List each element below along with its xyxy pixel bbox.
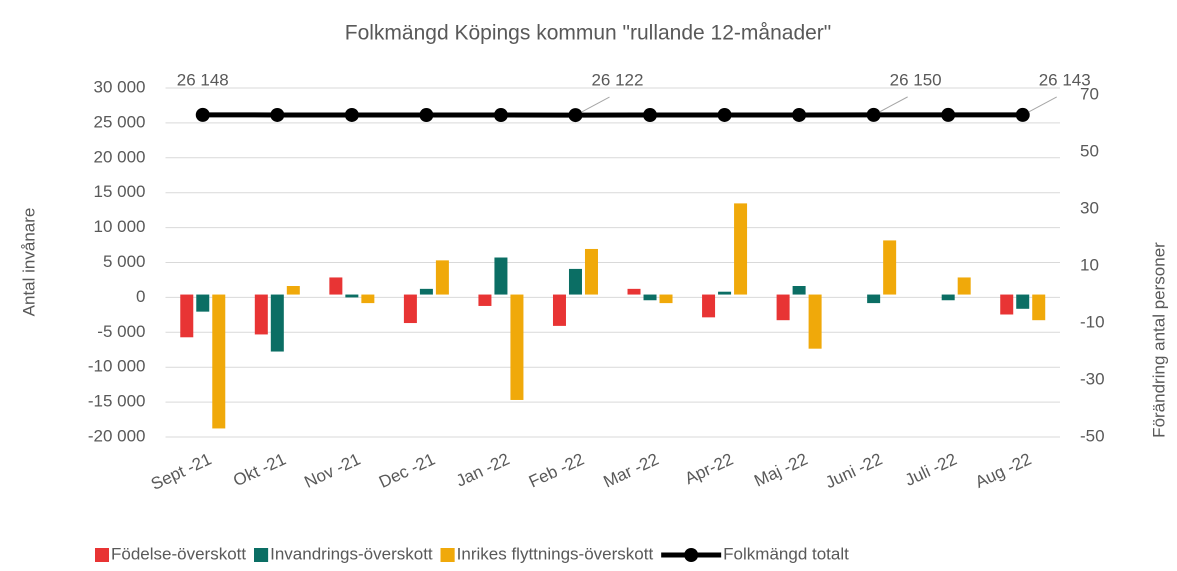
- bar: [702, 294, 716, 318]
- bar: [510, 294, 524, 400]
- legend-label: Födelse-överskott: [111, 544, 246, 563]
- bar: [627, 288, 641, 295]
- data-label: 26 122: [591, 71, 643, 90]
- bar: [345, 294, 359, 298]
- bar: [552, 294, 566, 326]
- line-point: [270, 107, 285, 122]
- line-point: [568, 108, 583, 123]
- bar: [883, 240, 897, 295]
- bar: [435, 260, 449, 295]
- bar: [792, 286, 806, 295]
- bar: [957, 277, 971, 295]
- line-point: [792, 107, 807, 122]
- legend-label: Invandrings-överskott: [270, 544, 433, 563]
- y-tick-label: 15 000: [94, 182, 146, 201]
- bar: [180, 294, 194, 338]
- data-label: 26 143: [1039, 70, 1091, 89]
- y-tick-label: -15 000: [88, 392, 146, 411]
- legend-swatch: [95, 548, 109, 562]
- bar: [494, 257, 508, 295]
- line-point: [344, 107, 359, 122]
- x-tick-label: Aug -22: [972, 449, 1034, 491]
- y2-tick-label: 10: [1080, 256, 1099, 275]
- bar: [478, 294, 492, 306]
- bar: [808, 294, 822, 349]
- y-tick-label: -20 000: [88, 426, 146, 445]
- bar: [643, 294, 657, 301]
- x-tick-label: Sept -21: [148, 449, 214, 493]
- bar: [1016, 294, 1030, 309]
- x-tick-label: Mar -22: [600, 449, 661, 491]
- leader-line: [1028, 96, 1057, 113]
- line-point: [493, 108, 508, 123]
- line-point: [941, 107, 956, 122]
- line-point: [1015, 107, 1030, 122]
- bar: [361, 294, 375, 304]
- y-tick-label: 25 000: [94, 112, 146, 131]
- x-tick-label: Dec -21: [376, 449, 438, 491]
- y-tick-label: 0: [136, 287, 145, 306]
- bar: [1000, 294, 1014, 315]
- y2-tick-label: 50: [1080, 142, 1099, 161]
- bar: [196, 294, 210, 312]
- legend-swatch: [440, 548, 455, 562]
- x-tick-label: Juli -22: [902, 449, 960, 489]
- bar: [776, 294, 790, 321]
- y-axis-label: Antal invånare: [19, 208, 38, 317]
- bar: [867, 294, 881, 304]
- y2-tick-label: 70: [1080, 85, 1099, 104]
- line-point: [419, 108, 434, 123]
- bar: [212, 294, 226, 429]
- bar: [584, 248, 598, 295]
- y2-axis-label: Förändring antal personer: [1149, 242, 1168, 438]
- x-tick-label: Juni -22: [822, 449, 885, 492]
- y2-tick-label: -50: [1080, 426, 1105, 445]
- line-point: [643, 108, 658, 123]
- bar: [286, 286, 300, 295]
- y2-tick-label: 30: [1080, 199, 1099, 218]
- bar: [718, 291, 732, 295]
- bar: [941, 294, 955, 301]
- line-point: [717, 107, 732, 122]
- bar: [329, 277, 343, 295]
- bar: [659, 294, 673, 304]
- y-tick-label: 10 000: [94, 217, 146, 236]
- y-tick-label: 5 000: [103, 252, 146, 271]
- y-tick-label: -5 000: [97, 322, 145, 341]
- legend-swatch: [254, 548, 269, 562]
- leader-line: [879, 96, 908, 113]
- y2-tick-label: -30: [1080, 370, 1105, 389]
- bar: [568, 268, 582, 295]
- x-tick-label: Maj -22: [751, 449, 810, 490]
- x-tick-label: Jan -22: [453, 449, 512, 490]
- bar: [1032, 294, 1046, 321]
- y-tick-label: 20 000: [94, 147, 146, 166]
- y2-tick-label: -10: [1080, 313, 1105, 332]
- x-tick-label: Feb -22: [526, 449, 587, 491]
- x-tick-label: Apr-22: [682, 449, 736, 488]
- data-label: 26 150: [890, 70, 942, 89]
- y-tick-label: -10 000: [88, 357, 146, 376]
- bar: [270, 294, 284, 352]
- bar: [403, 294, 417, 324]
- leader-line: [581, 96, 610, 113]
- x-tick-label: Okt -21: [230, 449, 289, 490]
- y-tick-label: 30 000: [94, 77, 146, 96]
- bar: [254, 294, 268, 335]
- line-point: [866, 107, 881, 122]
- chart-title: Folkmängd Köpings kommun "rullande 12-må…: [345, 22, 832, 45]
- bar: [419, 288, 433, 295]
- x-tick-label: Nov -21: [301, 449, 363, 491]
- legend-label: Folkmängd totalt: [723, 544, 849, 563]
- legend-swatch: [684, 548, 699, 562]
- data-label: 26 148: [177, 70, 229, 89]
- line-point: [195, 107, 210, 122]
- legend-label: Inrikes flyttnings-överskott: [457, 544, 654, 563]
- bar: [734, 203, 748, 295]
